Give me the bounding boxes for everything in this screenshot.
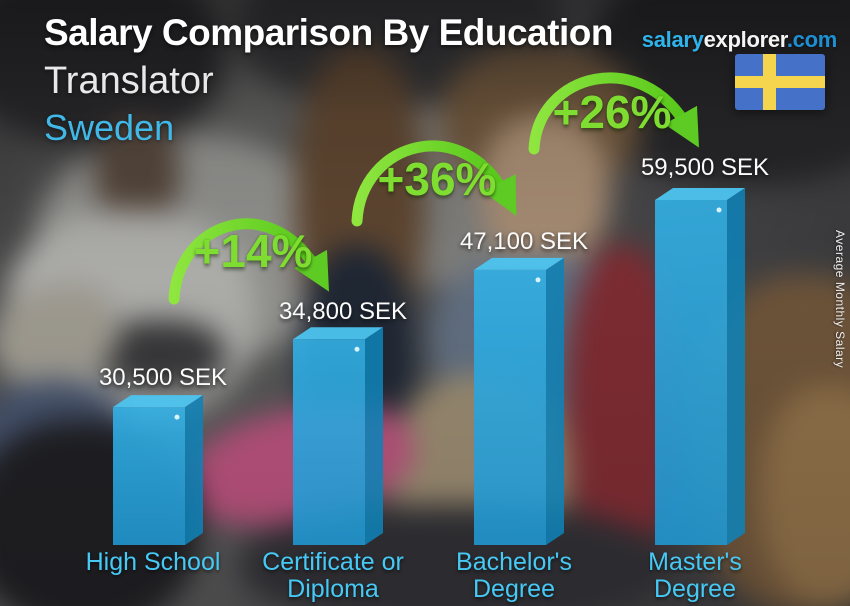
bar-high-school (113, 395, 203, 545)
bar-certificate-or-diploma (293, 327, 383, 545)
increase-label-2: +36% (377, 153, 497, 205)
bar-side-face (727, 188, 745, 545)
value-label-certificate: 34,800 SEK (278, 298, 408, 325)
bar-front-face (113, 407, 185, 545)
sweden-flag-icon (735, 54, 825, 110)
increase-arrow-2 (351, 140, 517, 227)
bar-highlight-dot (535, 277, 541, 283)
category-label-certificate: Certificate or Diploma (262, 548, 404, 603)
brand-logo[interactable]: salaryexplorer.com (641, 27, 838, 53)
page-title: Salary Comparison By Education (44, 12, 613, 53)
category-label-masters: Master's Degree (648, 548, 742, 603)
category-label-bachelors: Bachelor's Degree (456, 548, 572, 603)
category-label-high-school: High School (85, 548, 221, 576)
bar-side-face (365, 327, 383, 545)
value-label-masters: 59,500 SEK (640, 154, 770, 181)
value-label-high-school: 30,500 SEK (98, 364, 228, 391)
bar-side-face (185, 395, 203, 545)
bar-side-face (546, 257, 564, 545)
bar-top-face (655, 188, 745, 200)
value-label-bachelors: 47,100 SEK (459, 228, 589, 255)
brand-salary: salary (641, 27, 704, 52)
y-axis-label: Average Monthly Salary (833, 230, 847, 369)
bar-front-face (293, 339, 365, 545)
bar-highlight-dot (354, 346, 360, 352)
increase-arrow-3 (528, 72, 700, 155)
flag-cross-horizontal (735, 76, 825, 88)
country-name: Sweden (44, 107, 175, 148)
bar-front-face (655, 200, 727, 545)
bar-bachelors-degree (474, 257, 564, 545)
increase-label-1: +14% (193, 225, 313, 277)
bar-top-face (293, 327, 383, 340)
job-title: Translator (44, 60, 214, 102)
bar-front-face (474, 269, 546, 545)
bar-top-face (113, 395, 203, 408)
bar-highlight-dot (716, 207, 722, 213)
brand-explorer: explorer (703, 27, 788, 52)
brand-domain: .com (786, 27, 837, 52)
increase-arrow-1 (168, 218, 329, 305)
increase-label-3: +26% (552, 86, 672, 138)
bar-masters-degree (655, 188, 745, 545)
bar-highlight-dot (174, 414, 180, 420)
bar-top-face (474, 257, 564, 270)
